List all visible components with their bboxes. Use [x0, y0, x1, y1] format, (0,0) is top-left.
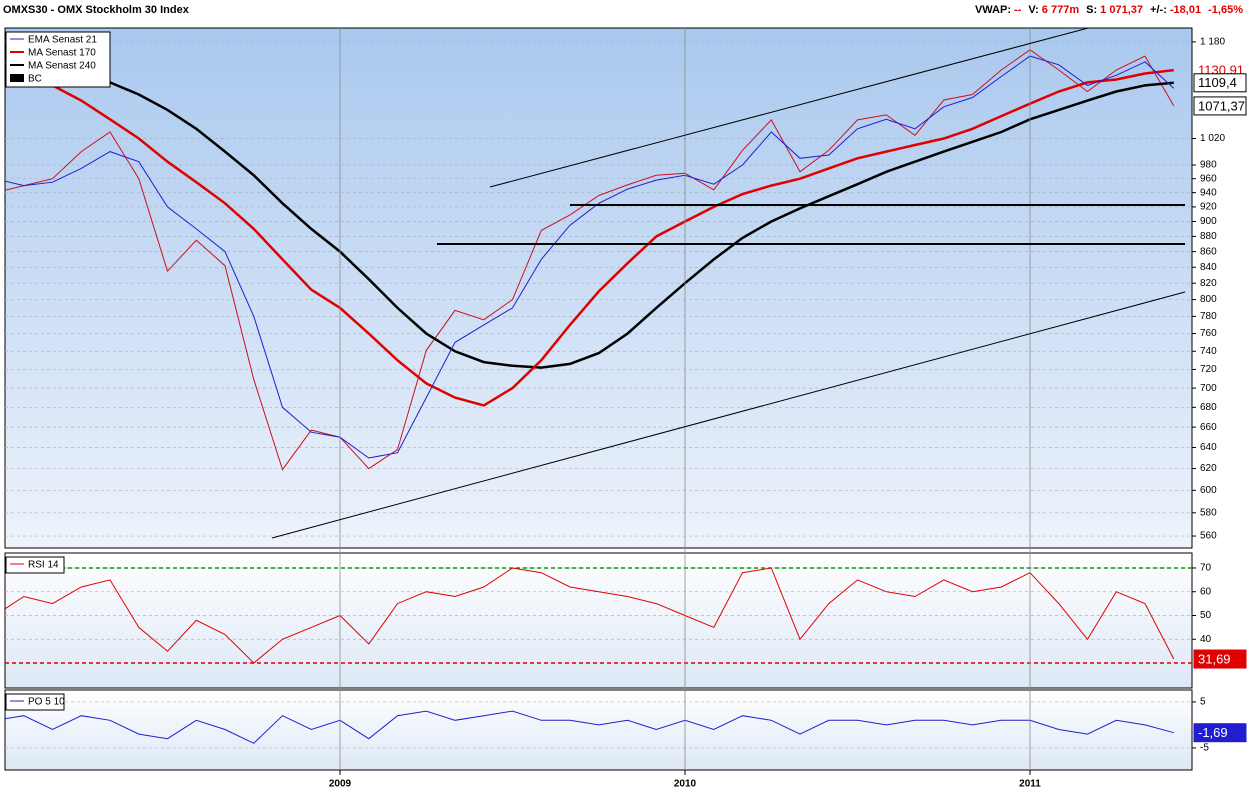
- y-tick-label: 70: [1200, 563, 1212, 574]
- x-tick-label: 2010: [674, 779, 697, 790]
- quote-value: 6 777m: [1041, 4, 1080, 16]
- y-tick-label: 600: [1200, 485, 1217, 496]
- quote-info: VWAP: -- V: 6 777m S: 1 071,37 +/-: -18,01 -…: [971, 4, 1243, 16]
- value-label-box: [1193, 96, 1247, 116]
- y-tick-label: 900: [1200, 216, 1217, 227]
- y-tick-label: 880: [1200, 231, 1217, 242]
- rsi-panel: [4, 552, 1193, 689]
- value-label-box: [1193, 649, 1247, 669]
- x-tick-label: 2011: [1019, 779, 1041, 790]
- y-tick-label: 640: [1200, 442, 1217, 453]
- chart-title: OMXS30 - OMX Stockholm 30 Index: [3, 4, 189, 16]
- quote-value: -1,65%: [1208, 4, 1243, 16]
- legend-label: BC: [28, 74, 42, 85]
- quote-label: V:: [1028, 4, 1039, 16]
- quote-label: +/-:: [1150, 4, 1167, 16]
- y-tick-label: 700: [1200, 383, 1217, 394]
- price-panel: [4, 27, 1193, 549]
- y-tick-label: 40: [1200, 634, 1212, 645]
- value-label-box: [1193, 73, 1247, 93]
- y-tick-label: 680: [1200, 402, 1217, 413]
- value-label: 1071,37: [1198, 98, 1245, 113]
- value-label: 31,69: [1198, 651, 1231, 666]
- legend-label: MA Senast 240: [28, 61, 96, 72]
- legend-label: EMA Senast 21: [28, 35, 97, 46]
- y-tick-label: 860: [1200, 246, 1217, 257]
- trend-lines: [271, 28, 1186, 539]
- value-label-box: [1193, 723, 1247, 743]
- series-line: [5, 55, 1175, 459]
- header: OMXS30 - OMX Stockholm 30 Index VWAP: -- …: [0, 0, 1247, 20]
- y-tick-label: 840: [1200, 262, 1217, 273]
- quote-label: VWAP:: [974, 4, 1011, 16]
- y-tick-label: 50: [1200, 610, 1212, 621]
- series-line: [5, 61, 1174, 407]
- y-tick-label: 820: [1200, 278, 1217, 289]
- y-tick-label: 5: [1200, 697, 1206, 708]
- y-tick-label: 1 180: [1200, 37, 1225, 48]
- legend-label: PO 5 10: [28, 697, 65, 708]
- y-tick-label: 1 020: [1200, 133, 1225, 144]
- legend-swatch: [10, 74, 24, 82]
- y-tick-label: 560: [1200, 531, 1217, 542]
- y-tick-label: 660: [1200, 422, 1217, 433]
- x-tick-label: 2009: [329, 779, 352, 790]
- y-tick-label: 940: [1200, 187, 1217, 198]
- po-panel: [4, 689, 1193, 771]
- series-line: [5, 567, 1175, 664]
- y-tick-label: 980: [1200, 160, 1217, 171]
- value-label: -1,69: [1198, 725, 1228, 740]
- legend-box: [5, 556, 65, 574]
- quote-value: 1 071,37: [1100, 4, 1143, 16]
- y-tick-label: 740: [1200, 346, 1217, 357]
- y-tick-label: 960: [1200, 173, 1217, 184]
- quote-value: -18,01: [1169, 4, 1202, 16]
- quote-value: --: [1014, 4, 1022, 16]
- y-tick-label: -5: [1200, 743, 1209, 754]
- y-tick-label: 580: [1200, 507, 1217, 518]
- y-tick-label: 620: [1200, 463, 1217, 474]
- legend-label: MA Senast 170: [28, 48, 96, 59]
- y-tick-label: 760: [1200, 328, 1217, 339]
- series-line: [5, 710, 1174, 744]
- y-tick-label: 60: [1200, 586, 1212, 597]
- y-tick-label: 800: [1200, 294, 1217, 305]
- trend-line: [489, 28, 1091, 188]
- trend-line: [271, 291, 1186, 539]
- series-line: [5, 53, 1174, 369]
- y-tick-label: 720: [1200, 364, 1217, 375]
- legend-label: RSI 14: [28, 560, 59, 571]
- y-tick-label: 920: [1200, 202, 1217, 213]
- value-label: 1109,4: [1198, 75, 1237, 90]
- y-tick-label: 780: [1200, 311, 1217, 322]
- legend-box: [5, 693, 65, 711]
- quote-label: S:: [1086, 4, 1098, 16]
